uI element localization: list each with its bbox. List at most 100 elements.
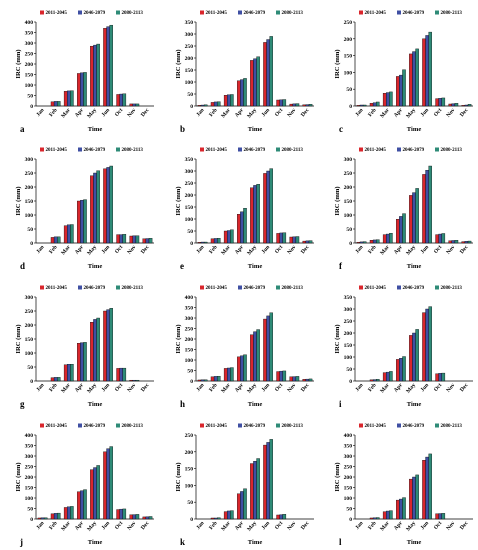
bar-Apr-3 bbox=[402, 356, 406, 382]
bar-Apr-1 bbox=[396, 499, 400, 520]
bar-Feb-1 bbox=[50, 237, 55, 244]
bar-Jun-3 bbox=[269, 168, 273, 244]
x-tick-label: Dec bbox=[140, 107, 151, 118]
x-tick-label: Jan bbox=[35, 244, 46, 255]
y-tick-label: 300 bbox=[185, 32, 194, 38]
x-tick-label: Jun bbox=[261, 107, 272, 118]
legend-label: 2046-2079 bbox=[403, 286, 425, 291]
chart-panel-j: 2011-2045 2046-2079 2080-2113 0 50 100 150 200 2… bbox=[15, 423, 154, 547]
legend-swatch bbox=[200, 147, 204, 152]
x-tick-label: Mar bbox=[60, 382, 72, 394]
x-tick-label: Oct bbox=[433, 244, 443, 255]
y-tick-label: 50 bbox=[346, 227, 352, 233]
legend-label: 2046-2079 bbox=[403, 148, 425, 153]
y-tick-label: 200 bbox=[185, 56, 194, 62]
x-tick-label: Dec bbox=[140, 244, 151, 255]
legend-label: 2011-2045 bbox=[365, 148, 387, 153]
bar-Oct-3 bbox=[441, 372, 446, 382]
legend-swatch bbox=[359, 423, 363, 428]
bar-Jan-3 bbox=[362, 241, 367, 244]
y-tick-label: 350 bbox=[25, 31, 34, 37]
bar-Dec-3 bbox=[148, 516, 153, 520]
bar-Jun-2 bbox=[106, 167, 110, 244]
bar-May-2 bbox=[253, 461, 257, 520]
y-tick-label: 150 bbox=[344, 54, 353, 60]
legend-swatch bbox=[40, 147, 44, 152]
x-axis-title: Time bbox=[407, 539, 422, 546]
bar-Mar-2 bbox=[67, 90, 71, 107]
x-tick-label: Apr bbox=[234, 244, 245, 256]
bar-Oct-2 bbox=[119, 367, 123, 382]
legend-swatch bbox=[435, 10, 439, 15]
bar-Oct-1 bbox=[116, 94, 120, 107]
legend-swatch bbox=[359, 285, 363, 290]
legend-swatch bbox=[200, 10, 204, 15]
y-tick-label: 0 bbox=[349, 104, 352, 110]
bar-Mar-1 bbox=[223, 368, 228, 382]
bar-Feb-1 bbox=[369, 240, 374, 244]
bar-Jan-1 bbox=[356, 105, 361, 107]
x-tick-label: Oct bbox=[433, 107, 443, 118]
bar-Feb-3 bbox=[57, 101, 61, 107]
bar-Feb-2 bbox=[213, 238, 218, 244]
y-tick-label: 250 bbox=[344, 319, 353, 325]
legend-swatch bbox=[238, 423, 242, 428]
legend-swatch bbox=[116, 147, 120, 152]
legend-label: 2080-2113 bbox=[122, 286, 144, 291]
bar-Apr-1 bbox=[237, 214, 241, 244]
y-tick-label: 300 bbox=[25, 157, 34, 163]
bar-Jun-2 bbox=[266, 315, 270, 382]
y-tick-label: 50 bbox=[27, 227, 33, 233]
y-tick-label: 300 bbox=[25, 295, 34, 301]
y-tick-label: 50 bbox=[346, 367, 352, 373]
legend-label: 2046-2079 bbox=[84, 11, 106, 16]
y-tick-label: 350 bbox=[185, 20, 194, 26]
bar-May-2 bbox=[412, 476, 416, 520]
bar-Dec-1 bbox=[461, 105, 466, 107]
bar-Mar-3 bbox=[70, 364, 74, 382]
bar-Apr-2 bbox=[80, 342, 84, 382]
legend-label: 2080-2113 bbox=[441, 286, 463, 291]
bar-May-1 bbox=[90, 469, 94, 520]
bar-Jan-3 bbox=[203, 241, 208, 244]
bar-Jun-3 bbox=[109, 165, 113, 244]
x-tick-label: Jun bbox=[101, 520, 112, 531]
bar-Apr-2 bbox=[399, 358, 403, 382]
bar-Jun-1 bbox=[422, 460, 426, 520]
legend-label: 2011-2045 bbox=[206, 286, 228, 291]
legend-swatch bbox=[40, 10, 44, 15]
bar-May-1 bbox=[250, 334, 254, 382]
x-axis-title: Time bbox=[248, 126, 263, 133]
bar-Mar-1 bbox=[382, 511, 387, 520]
x-tick-label: Oct bbox=[114, 244, 124, 255]
bar-May-3 bbox=[96, 465, 100, 520]
y-tick-label: 0 bbox=[190, 241, 193, 247]
legend-swatch bbox=[397, 423, 401, 428]
bar-Mar-1 bbox=[223, 511, 228, 520]
bar-Jan-1 bbox=[197, 105, 202, 107]
y-axis-title: IRC (mm) bbox=[334, 186, 341, 215]
bar-Dec-1 bbox=[461, 241, 466, 244]
bar-May-2 bbox=[253, 58, 257, 107]
bar-Feb-3 bbox=[217, 101, 221, 107]
legend-swatch bbox=[397, 147, 401, 152]
y-tick-label: 200 bbox=[25, 323, 34, 329]
x-tick-label: Mar bbox=[220, 244, 232, 256]
y-tick-label: 350 bbox=[185, 306, 194, 312]
y-tick-label: 150 bbox=[185, 467, 194, 473]
legend-label: 2046-2079 bbox=[244, 11, 266, 16]
legend-swatch bbox=[238, 147, 242, 152]
bar-Nov-1 bbox=[448, 240, 452, 244]
legend-swatch bbox=[78, 147, 82, 152]
bar-Dec-2 bbox=[305, 378, 310, 382]
bar-Nov-3 bbox=[135, 235, 140, 244]
bar-Jun-3 bbox=[428, 165, 432, 244]
y-tick-label: 350 bbox=[344, 295, 353, 301]
bar-Oct-3 bbox=[122, 367, 127, 382]
legend-label: 2011-2045 bbox=[46, 148, 68, 153]
bar-Nov-1 bbox=[289, 376, 293, 382]
bar-Oct-2 bbox=[279, 99, 283, 107]
bar-Jun-1 bbox=[103, 310, 107, 382]
y-tick-label: 100 bbox=[185, 217, 194, 223]
bar-Oct-1 bbox=[435, 234, 439, 244]
